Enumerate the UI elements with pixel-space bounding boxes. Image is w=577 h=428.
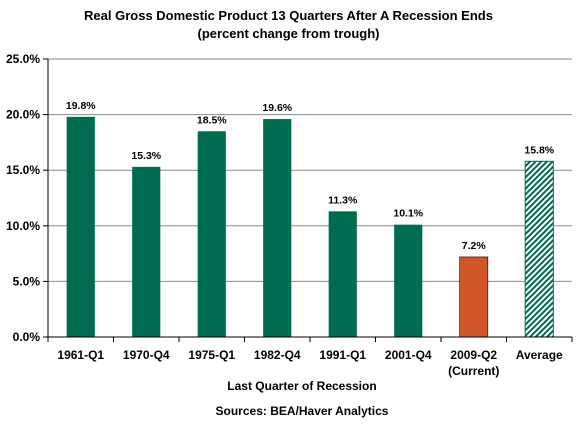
bar [328,211,357,337]
y-tick-label: 0.0% [13,330,41,344]
data-label: 10.1% [393,208,423,220]
bars [66,116,554,338]
x-tick-label: 1982-Q4 [254,348,301,362]
data-label: 19.8% [66,100,96,112]
y-tick-label: 20.0% [6,108,40,122]
x-tick-label: 1991-Q1 [319,348,366,362]
x-tick-label: Average [516,348,563,362]
data-label: 19.6% [262,102,292,114]
x-tick-label: 1975-Q1 [188,348,235,362]
bar [197,131,226,337]
x-tick-label: 1970-Q4 [123,348,170,362]
data-label: 15.3% [131,150,161,162]
bar [263,119,292,337]
chart-subtitle: (percent change from trough) [197,26,379,41]
x-tick-label: 2009-Q2 [450,348,497,362]
bar-current [459,256,489,338]
chart-source: Sources: BEA/Haver Analytics [216,404,389,418]
data-label: 18.5% [197,114,227,126]
chart-title: Real Gross Domestic Product 13 Quarters … [84,8,493,23]
data-label: 11.3% [328,194,358,206]
y-tick-label: 5.0% [13,274,41,288]
bar [66,116,95,337]
bar-average [524,160,554,338]
y-tick-label: 15.0% [6,163,40,177]
gridlines [48,58,572,282]
x-tick-label: 1961-Q1 [57,348,104,362]
data-label: 7.2% [462,240,487,252]
data-labels: 19.8% 15.3% 18.5% 19.6% 11.3% 10.1% 7.2% 15.8% [66,100,555,252]
x-axis-title: Last Quarter of Recession [227,379,376,393]
x-tick-label: (Current) [448,364,499,378]
x-tick-label: 2001-Q4 [385,348,432,362]
bar [394,224,423,337]
data-label: 15.8% [524,144,554,156]
x-axis-ticks: 1961-Q1 1970-Q4 1975-Q1 1982-Q4 1991-Q1 2001-… [47,337,573,378]
y-tick-label: 10.0% [6,219,40,233]
bar [132,166,161,337]
y-tick-label: 25.0% [6,52,40,66]
y-axis-ticks: 0.0% 5.0% 10.0% 15.0% 20.0% 25.0% [6,52,48,344]
